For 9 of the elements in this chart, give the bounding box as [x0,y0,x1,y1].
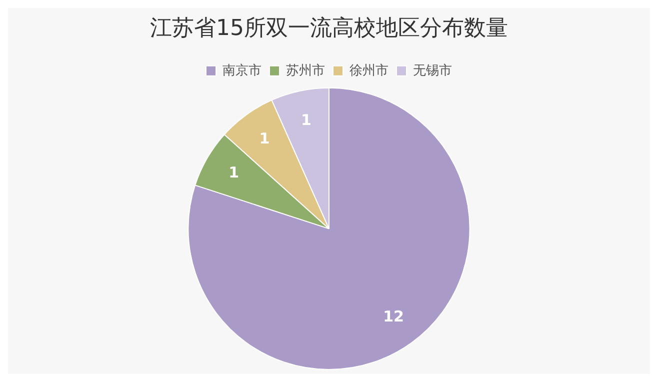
data-label: 1 [228,164,240,182]
legend-label: 苏州市 [286,63,325,78]
chart-title: 江苏省15所双一流高校地区分布数量 [150,16,508,41]
legend-label: 徐州市 [350,63,388,78]
legend-label: 无锡市 [413,63,452,78]
data-label: 12 [383,307,404,326]
data-label: 1 [259,130,270,148]
legend-label: 南京市 [222,63,262,78]
data-label: 1 [300,111,312,130]
